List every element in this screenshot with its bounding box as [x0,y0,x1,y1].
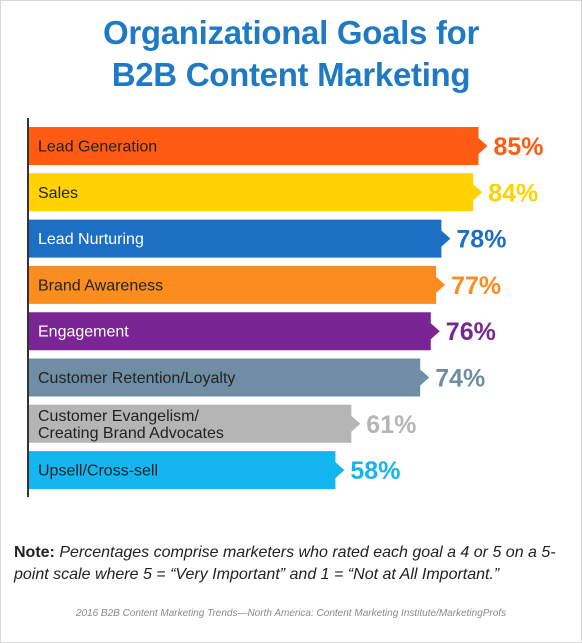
bar-value-label: 61% [366,411,416,439]
note-label: Note: [14,544,55,561]
bar-label: Brand Awareness [38,277,163,294]
chart-title: Organizational Goals for B2B Content Mar… [0,12,582,96]
bar-value-label: 74% [435,365,485,393]
bar-label: Engagement [38,324,129,341]
bar [29,312,440,351]
bar [29,219,451,258]
title-line-2: B2B Content Marketing [111,56,471,93]
footnote: Note: Percentages comprise marketers who… [14,542,574,586]
bar [29,358,430,397]
source-credit: 2016 B2B Content Marketing Trends—North … [75,608,507,619]
bar [29,404,361,443]
bar-value-label: 85% [494,133,544,161]
bar-label: Sales [38,185,78,202]
bar [29,265,446,304]
bar [29,173,483,212]
bar-value-label: 78% [456,226,506,254]
note-text: Percentages comprise marketers who rated… [14,544,556,583]
bar-label: Upsell/Cross-sell [38,463,158,480]
bar-label: Customer Evangelism/Creating Brand Advoc… [38,408,224,442]
bar-value-label: 58% [350,457,400,485]
bar-label: Lead Nurturing [38,231,144,248]
bar-value-label: 77% [451,272,501,300]
title-line-1: Organizational Goals for [102,14,480,51]
bar-chart: Lead Generation 85% Sales 84% Lead Nurturing… [27,118,544,498]
bar [29,127,488,165]
bar [29,451,345,490]
bar-label: Lead Generation [38,139,157,156]
bar-value-label: 84% [488,179,538,207]
bar-value-label: 76% [446,318,496,346]
bar-label: Customer Retention/Loyalty [38,370,235,387]
